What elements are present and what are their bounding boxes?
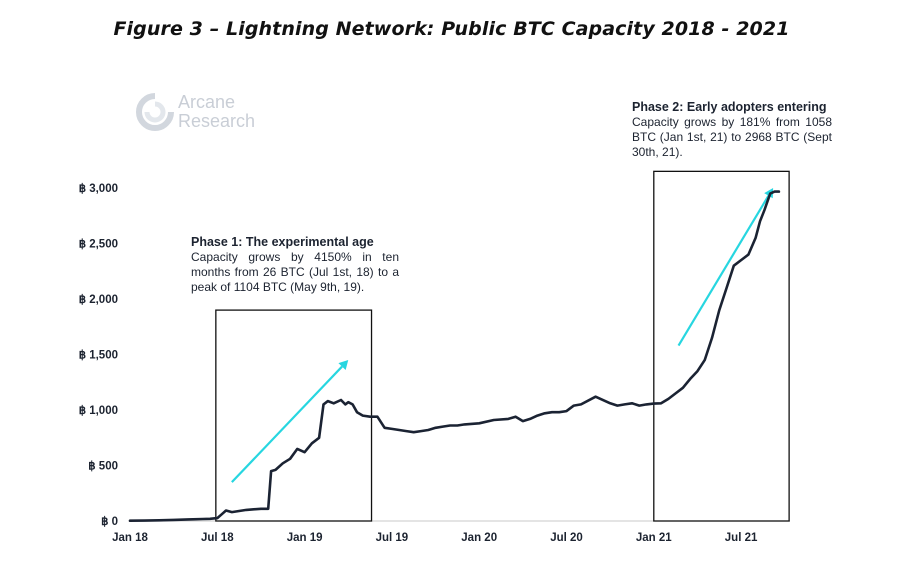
x-tick-label: Jul 20: [550, 532, 583, 544]
y-tick-label: ฿ 2,500: [79, 238, 118, 251]
phase-2-arrow-shaft: [677, 195, 770, 347]
phase-boxes: [215, 170, 790, 522]
x-tick-label: Jul 21: [725, 532, 758, 544]
phase-1-box: [215, 309, 373, 522]
logo-text: Arcane Research: [178, 93, 255, 131]
phase-1-arrow-shaft: [231, 365, 343, 483]
x-tick-label: Jan 19: [287, 532, 323, 544]
y-tick-label: ฿ 1,000: [79, 404, 118, 417]
x-tick-label: Jul 19: [376, 532, 409, 544]
x-tick-label: Jan 21: [636, 532, 672, 544]
chart-title: Figure 3 – Lightning Network: Public BTC…: [113, 18, 790, 40]
phase-2-note: Phase 2: Early adopters entering Capacit…: [632, 100, 832, 160]
arcane-logo-icon: [136, 93, 174, 131]
trend-arrows: [231, 188, 774, 483]
logo-line-2: Research: [178, 111, 256, 131]
y-tick-label: ฿ 0: [101, 515, 118, 528]
x-tick-label: Jul 18: [201, 532, 234, 544]
phase-2-body: Capacity grows by 181% from 1058 BTC (Ja…: [632, 115, 832, 159]
y-tick-label: ฿ 2,000: [79, 293, 118, 306]
phase-1-arrow-head: [338, 360, 349, 371]
y-tick-label: ฿ 1,500: [79, 349, 118, 362]
series-line-capacity: [128, 190, 781, 523]
phase-1-body: Capacity grows by 4150% in ten months fr…: [191, 250, 399, 294]
x-axis: Jan 18 Jul 18 Jan 19 Jul 19 Jan 20 Jul 20 Jan …: [112, 520, 790, 544]
phase-2-heading: Phase 2: Early adopters entering: [632, 100, 827, 114]
y-tick-label: ฿ 500: [88, 460, 118, 473]
x-tick-label: Jan 20: [461, 532, 497, 544]
series-group: [128, 190, 781, 523]
y-axis: ฿ 0 ฿ 500 ฿ 1,000 ฿ 1,500 ฿ 2,000 ฿ 2,500 ฿ 3,…: [79, 182, 118, 528]
y-tick-label: ฿ 3,000: [79, 182, 118, 195]
phase-1-heading: Phase 1: The experimental age: [191, 235, 374, 249]
phase-1-note: Phase 1: The experimental age Capacity g…: [191, 235, 399, 295]
phase-2-box: [653, 170, 790, 522]
logo-line-1: Arcane: [178, 92, 236, 112]
phase-2-arrow-head: [764, 188, 774, 199]
x-tick-label: Jan 18: [112, 532, 148, 544]
